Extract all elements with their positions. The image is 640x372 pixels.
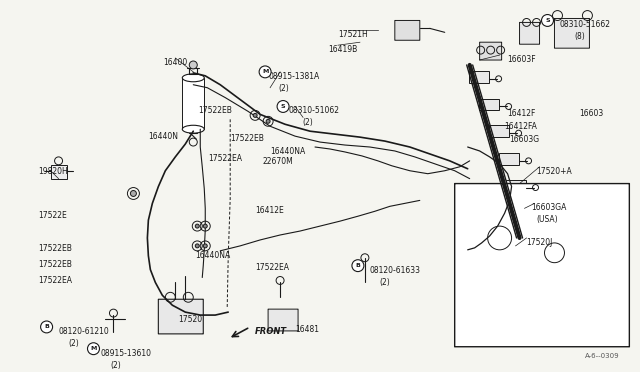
Text: 16603F: 16603F [508,55,536,64]
Circle shape [195,244,199,248]
Text: 16481: 16481 [295,325,319,334]
Circle shape [204,244,207,248]
Circle shape [277,100,289,112]
Ellipse shape [182,74,204,82]
Text: S: S [545,18,550,23]
Bar [51,165,67,179]
Circle shape [204,224,207,228]
Circle shape [352,260,364,272]
Text: 17522E: 17522E [38,211,67,220]
Text: (2): (2) [278,84,289,93]
Text: M: M [262,69,268,74]
Text: 17522EA: 17522EA [38,276,72,285]
Bar [479,99,499,110]
FancyBboxPatch shape [395,20,420,40]
Text: 17522EB: 17522EB [198,106,232,115]
Text: M: M [90,346,97,351]
Text: 19820H: 19820H [38,167,68,176]
Text: FRONT: FRONT [255,327,287,336]
Text: S: S [281,104,285,109]
Bar [506,180,525,192]
Text: 08915-13610: 08915-13610 [100,349,152,358]
Bar [499,153,518,165]
Text: B: B [44,324,49,330]
Text: 08310-51062: 08310-51062 [288,106,339,115]
Text: 16440NA: 16440NA [270,147,305,156]
Text: 16440N: 16440N [148,132,179,141]
Text: 08120-61210: 08120-61210 [59,327,109,336]
Circle shape [253,113,257,117]
Circle shape [259,66,271,78]
Circle shape [541,15,554,26]
Text: 16419B: 16419B [328,45,357,54]
FancyBboxPatch shape [454,183,629,347]
Text: (USA): (USA) [536,215,558,224]
Text: 16400: 16400 [163,58,188,67]
Circle shape [195,224,199,228]
Ellipse shape [182,125,204,133]
Text: 16603GA: 16603GA [532,203,567,212]
Circle shape [40,321,52,333]
Text: (2): (2) [380,278,390,286]
Text: 08310-51662: 08310-51662 [559,20,611,29]
Text: 17522EB: 17522EB [38,244,72,253]
Text: B: B [355,263,360,268]
Text: 17520J: 17520J [527,238,553,247]
Text: 22670M: 22670M [262,157,293,166]
Circle shape [266,119,270,123]
Bar [468,71,488,83]
Bar [488,125,509,137]
Text: (2): (2) [111,360,121,369]
Text: 17521H: 17521H [338,31,368,39]
Text: 16412FA: 16412FA [504,122,538,131]
Text: 08120-61633: 08120-61633 [370,266,421,275]
Text: 17520: 17520 [179,315,202,324]
Text: 16412E: 16412E [255,206,284,215]
Text: 16412F: 16412F [508,109,536,118]
Text: (8): (8) [575,32,585,41]
FancyBboxPatch shape [520,22,540,44]
Text: 17520+A: 17520+A [536,167,572,176]
Text: (2): (2) [68,339,79,348]
FancyBboxPatch shape [158,299,204,334]
Text: 17522EA: 17522EA [255,263,289,272]
Bar [182,78,204,129]
FancyBboxPatch shape [268,309,298,331]
Text: 16440NA: 16440NA [195,251,230,260]
Text: 16603: 16603 [579,109,604,118]
Text: (2): (2) [302,118,313,127]
Text: 17522EA: 17522EA [208,154,243,163]
Circle shape [131,190,136,196]
Circle shape [189,61,197,69]
Text: 17522EB: 17522EB [38,260,72,269]
Circle shape [88,343,99,355]
Text: 17522EB: 17522EB [230,134,264,143]
Text: 08915-1381A: 08915-1381A [268,72,319,81]
FancyBboxPatch shape [554,19,589,48]
Text: A-6--0309: A-6--0309 [585,353,620,359]
Text: 16603G: 16603G [509,135,540,144]
FancyBboxPatch shape [479,42,502,60]
